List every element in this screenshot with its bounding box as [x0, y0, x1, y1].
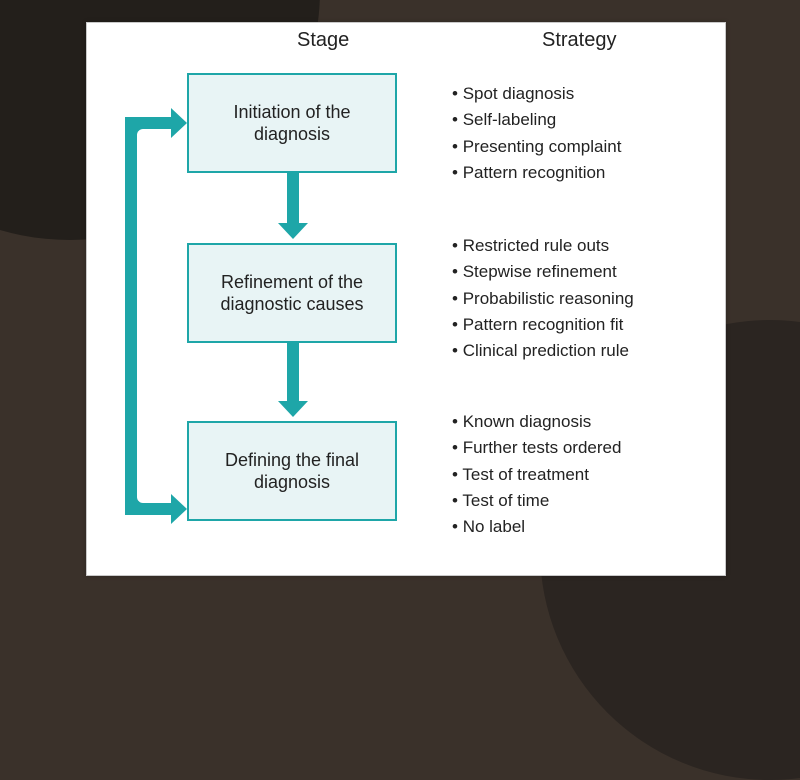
- strategy-list-2: Restricted rule outs Stepwise refinement…: [452, 233, 712, 365]
- bullet: Probabilistic reasoning: [452, 286, 712, 312]
- bullet: Stepwise refinement: [452, 259, 712, 285]
- bullet: Further tests ordered: [452, 435, 712, 461]
- stage-box-1: Initiation of the diagnosis: [187, 73, 397, 173]
- stage-label-2: Refinement of the diagnostic causes: [195, 271, 389, 316]
- stage-label-1: Initiation of the diagnosis: [195, 101, 389, 146]
- header-strategy: Strategy: [542, 29, 616, 52]
- bullet: Presenting complaint: [452, 134, 712, 160]
- bullet: Pattern recognition fit: [452, 312, 712, 338]
- header-stage: Stage: [297, 29, 349, 52]
- arrow-down-2: [287, 343, 299, 403]
- strategy-list-3: Known diagnosis Further tests ordered Te…: [452, 409, 712, 541]
- stage-box-3: Defining the final diagnosis: [187, 421, 397, 521]
- strategy-list-1: Spot diagnosis Self-labeling Presenting …: [452, 81, 712, 186]
- arrow-down-1: [287, 173, 299, 225]
- bullet: No label: [452, 514, 712, 540]
- bullet: Spot diagnosis: [452, 81, 712, 107]
- bullet: Test of treatment: [452, 462, 712, 488]
- bullet: Clinical prediction rule: [452, 338, 712, 364]
- stage-label-3: Defining the final diagnosis: [195, 449, 389, 494]
- bullet: Self-labeling: [452, 107, 712, 133]
- stage-box-2: Refinement of the diagnostic causes: [187, 243, 397, 343]
- bullet: Test of time: [452, 488, 712, 514]
- bullet: Pattern recognition: [452, 160, 712, 186]
- bullet: Restricted rule outs: [452, 233, 712, 259]
- diagram-panel: Stage Strategy Initiation of the diagnos…: [86, 22, 726, 576]
- bullet: Known diagnosis: [452, 409, 712, 435]
